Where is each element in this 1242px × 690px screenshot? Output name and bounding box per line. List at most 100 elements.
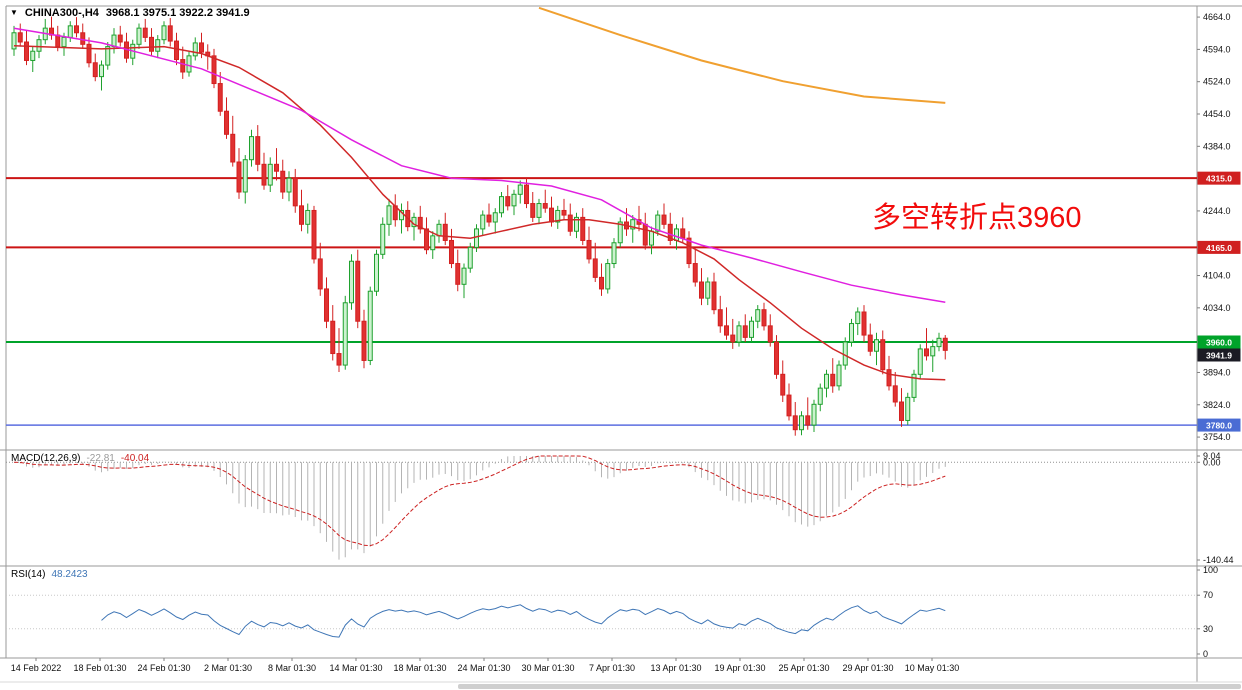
candle — [499, 192, 504, 218]
candle — [117, 25, 123, 47]
candle — [342, 295, 348, 370]
time-axis-label: 18 Feb 01:30 — [73, 663, 126, 673]
candle — [686, 231, 692, 269]
candle — [211, 48, 217, 89]
macd-name: MACD(12,26,9) — [11, 453, 81, 464]
price-axis-label: 3824.0 — [1203, 400, 1231, 410]
candle — [455, 249, 461, 292]
candle — [217, 72, 223, 116]
candle — [699, 268, 704, 306]
candle — [299, 189, 304, 232]
price-axis-label: 4454.0 — [1203, 109, 1231, 119]
candle — [399, 203, 404, 234]
svg-text:4315.0: 4315.0 — [1206, 174, 1232, 184]
price-axis-label: 4524.0 — [1203, 77, 1231, 87]
price-tag-4315.0: 4315.0 — [1197, 171, 1241, 185]
macd-signal-line — [13, 455, 946, 547]
time-axis-label: 13 Apr 01:30 — [650, 663, 701, 673]
title-symbol: CHINA300-,H4 — [24, 7, 99, 19]
time-axis-label: 14 Mar 01:30 — [329, 663, 382, 673]
candle — [386, 198, 392, 236]
candle — [392, 194, 398, 227]
candle — [667, 212, 673, 246]
candle — [436, 219, 442, 243]
macd-signal-value: -40.04 — [120, 453, 150, 464]
candle — [867, 323, 873, 356]
candle — [661, 203, 667, 229]
overlay-ma-fast-red — [13, 44, 946, 381]
candle — [724, 307, 729, 340]
candle — [617, 217, 623, 248]
candle — [24, 30, 29, 66]
candle — [467, 242, 473, 273]
candle — [105, 42, 111, 70]
candle — [449, 228, 454, 269]
candle — [736, 321, 742, 347]
title-ohlc-values: 3968.1 3975.1 3922.2 3941.9 — [105, 7, 250, 19]
candle — [536, 198, 542, 225]
chart-title: ▼ CHINA300-,H4 3968.1 3975.1 3922.2 3941… — [10, 7, 250, 19]
candle — [286, 171, 292, 202]
candle — [886, 355, 892, 391]
candle — [642, 212, 648, 250]
rsi-indicator-label: RSI(14) 48.2423 — [11, 569, 88, 580]
overlay-ma-slow-orange — [538, 6, 946, 104]
candle — [80, 23, 86, 49]
time-axis-label: 30 Mar 01:30 — [521, 663, 574, 673]
candle — [574, 212, 579, 239]
candlestick-series — [11, 16, 948, 436]
candle — [42, 18, 48, 45]
candle — [692, 249, 698, 287]
rsi-value: 48.2423 — [51, 569, 88, 580]
price-tag-3941.9: 3941.9 — [1197, 348, 1241, 362]
time-axis-label: 25 Apr 01:30 — [778, 663, 829, 673]
time-axis-label: 19 Apr 01:30 — [714, 663, 765, 673]
candle — [849, 318, 854, 347]
price-axis-label: 4244.0 — [1203, 206, 1231, 216]
scrollbar-thumb[interactable] — [458, 684, 1241, 689]
candle — [780, 360, 786, 402]
candle — [324, 277, 329, 329]
candle — [805, 397, 811, 430]
candle — [480, 210, 486, 236]
candle — [136, 23, 142, 49]
annotation-text[interactable]: 多空转折点3960 — [872, 202, 1082, 234]
candle — [936, 332, 942, 352]
candle — [167, 18, 173, 47]
candle — [605, 258, 611, 294]
candle — [367, 286, 373, 366]
time-axis-label: 2 Mar 01:30 — [204, 663, 252, 673]
candle — [861, 305, 867, 342]
candle — [374, 249, 379, 296]
time-axis-label: 7 Apr 01:30 — [589, 663, 635, 673]
candle — [92, 53, 98, 82]
rsi-axis-label: 30 — [1203, 624, 1213, 634]
rsi-axis-label: 0 — [1203, 649, 1208, 659]
candle — [355, 249, 361, 329]
candle — [586, 226, 592, 264]
candle — [311, 205, 317, 264]
candle — [711, 272, 717, 315]
candle — [755, 305, 761, 329]
candle — [599, 263, 604, 296]
candle — [349, 254, 354, 310]
svg-text:3960.0: 3960.0 — [1206, 338, 1232, 348]
svg-text:4165.0: 4165.0 — [1206, 243, 1232, 253]
candle — [874, 332, 879, 366]
candle — [580, 208, 586, 246]
candle — [842, 337, 848, 370]
candle — [542, 189, 548, 213]
candle — [242, 155, 248, 204]
time-axis-label: 18 Mar 01:30 — [393, 663, 446, 673]
rsi-axis-label: 100 — [1203, 565, 1218, 575]
candle — [761, 302, 767, 331]
candle — [592, 242, 598, 282]
time-axis-label: 8 Mar 01:30 — [268, 663, 316, 673]
candle — [767, 314, 773, 347]
candle — [705, 277, 711, 306]
price-axis-label: 3894.0 — [1203, 367, 1231, 377]
candle — [67, 21, 73, 42]
candle — [799, 411, 804, 436]
